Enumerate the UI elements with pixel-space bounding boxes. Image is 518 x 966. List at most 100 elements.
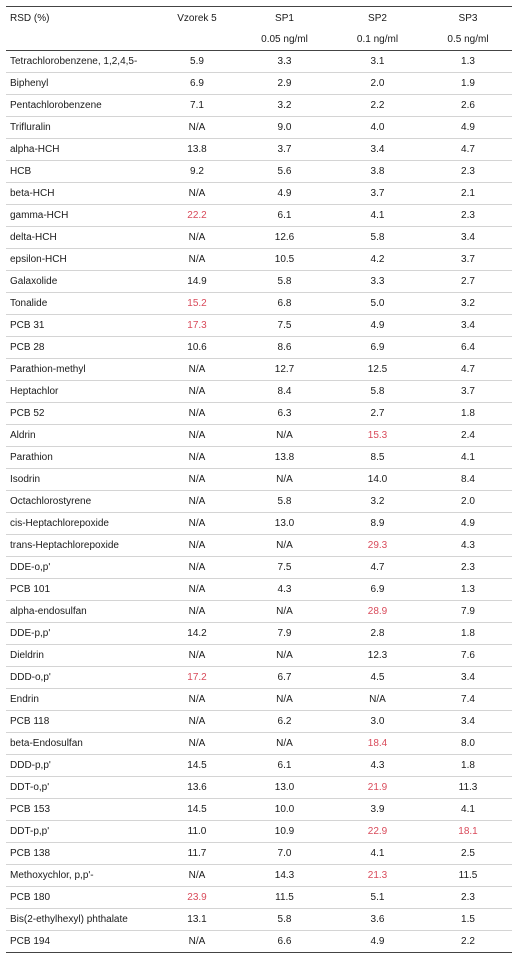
sp1-value: 6.2: [238, 710, 331, 733]
sp3-value: 6.4: [424, 336, 512, 359]
vzorek5-value: 22.2: [156, 204, 238, 227]
vzorek5-value: N/A: [156, 182, 238, 205]
sp2-value: 4.0: [331, 116, 424, 139]
compound-name: alpha-endosulfan: [6, 600, 156, 623]
sp3-value: 4.7: [424, 138, 512, 161]
table-row: DDE-o,p' N/A 7.5 4.7 2.3: [6, 556, 512, 579]
sp3-value: 2.3: [424, 556, 512, 579]
sp1-value: N/A: [238, 600, 331, 623]
vzorek5-value: N/A: [156, 446, 238, 469]
table-row: PCB 101 N/A 4.3 6.9 1.3: [6, 578, 512, 601]
compound-name: beta-Endosulfan: [6, 732, 156, 755]
sp1-value: 3.3: [238, 50, 331, 73]
sp1-value: 5.8: [238, 908, 331, 931]
table-row: Octachlorostyrene N/A 5.8 3.2 2.0: [6, 490, 512, 513]
sp1-value: N/A: [238, 424, 331, 447]
sp1-value: N/A: [238, 468, 331, 491]
sp2-value: 18.4: [331, 732, 424, 755]
sp3-value: 4.1: [424, 446, 512, 469]
vzorek5-value: N/A: [156, 512, 238, 535]
table-row: alpha-endosulfan N/A N/A 28.9 7.9: [6, 600, 512, 623]
sp1-value: N/A: [238, 644, 331, 667]
table-row: beta-HCH N/A 4.9 3.7 2.1: [6, 182, 512, 205]
sp1-value: 9.0: [238, 116, 331, 139]
header-row: RSD (%) Vzorek 5 SP1 SP2 SP3: [6, 6, 512, 29]
sp1-value: 5.8: [238, 270, 331, 293]
sp1-value: 6.1: [238, 204, 331, 227]
compound-name: DDT-o,p': [6, 776, 156, 799]
sp1-value: 7.5: [238, 314, 331, 337]
table-row: Biphenyl 6.9 2.9 2.0 1.9: [6, 72, 512, 95]
sp3-value: 1.8: [424, 402, 512, 425]
table-row: epsilon-HCH N/A 10.5 4.2 3.7: [6, 248, 512, 271]
table-row: Aldrin N/A N/A 15.3 2.4: [6, 424, 512, 447]
table-row: Pentachlorobenzene 7.1 3.2 2.2 2.6: [6, 94, 512, 117]
sp1-value: 4.3: [238, 578, 331, 601]
sp3-value: 3.7: [424, 380, 512, 403]
compound-name: DDT-p,p': [6, 820, 156, 843]
sp3-value: 1.8: [424, 754, 512, 777]
vzorek5-value: N/A: [156, 930, 238, 953]
sp3-value: 2.3: [424, 160, 512, 183]
table-row: alpha-HCH 13.8 3.7 3.4 4.7: [6, 138, 512, 161]
vzorek5-value: N/A: [156, 424, 238, 447]
table-row: Trifluralin N/A 9.0 4.0 4.9: [6, 116, 512, 139]
sp2-value: 2.7: [331, 402, 424, 425]
vzorek5-value: N/A: [156, 600, 238, 623]
sp2-value: 5.8: [331, 226, 424, 249]
sp1-value: 10.5: [238, 248, 331, 271]
vzorek5-value: 17.3: [156, 314, 238, 337]
sp1-value: 14.3: [238, 864, 331, 887]
sp1-value: 4.9: [238, 182, 331, 205]
header-sp3: SP3: [424, 6, 512, 29]
sp3-value: 2.7: [424, 270, 512, 293]
sp2-value: 4.1: [331, 842, 424, 865]
sp1-value: 7.5: [238, 556, 331, 579]
table-row: DDT-o,p' 13.6 13.0 21.9 11.3: [6, 776, 512, 799]
table-row: Galaxolide 14.9 5.8 3.3 2.7: [6, 270, 512, 293]
vzorek5-value: N/A: [156, 226, 238, 249]
vzorek5-value: 15.2: [156, 292, 238, 315]
compound-name: DDD-o,p': [6, 666, 156, 689]
header-rsd: RSD (%): [6, 6, 156, 29]
sp3-value: 1.3: [424, 50, 512, 73]
compound-name: beta-HCH: [6, 182, 156, 205]
vzorek5-value: 13.1: [156, 908, 238, 931]
vzorek5-value: 11.0: [156, 820, 238, 843]
sp1-value: 2.9: [238, 72, 331, 95]
sp1-value: 10.0: [238, 798, 331, 821]
table-row: PCB 138 11.7 7.0 4.1 2.5: [6, 842, 512, 865]
compound-name: Aldrin: [6, 424, 156, 447]
sp1-value: 12.6: [238, 226, 331, 249]
vzorek5-value: N/A: [156, 556, 238, 579]
compound-name: PCB 194: [6, 930, 156, 953]
compound-name: PCB 28: [6, 336, 156, 359]
sp3-value: 1.9: [424, 72, 512, 95]
compound-name: PCB 180: [6, 886, 156, 909]
sp3-value: 1.8: [424, 622, 512, 645]
table-row: Dieldrin N/A N/A 12.3 7.6: [6, 644, 512, 667]
sp2-value: 22.9: [331, 820, 424, 843]
compound-name: PCB 138: [6, 842, 156, 865]
table-row: Methoxychlor, p,p'- N/A 14.3 21.3 11.5: [6, 864, 512, 887]
sp2-value: 6.9: [331, 336, 424, 359]
vzorek5-value: N/A: [156, 402, 238, 425]
rsd-table: RSD (%) Vzorek 5 SP1 SP2 SP3 0.05 ng/ml …: [6, 6, 512, 953]
sp3-value: 4.9: [424, 512, 512, 535]
sp3-value: 11.5: [424, 864, 512, 887]
table-row: PCB 194 N/A 6.6 4.9 2.2: [6, 930, 512, 953]
sp3-value: 18.1: [424, 820, 512, 843]
header-sp2: SP2: [331, 6, 424, 29]
sp2-value: 5.8: [331, 380, 424, 403]
sp2-value: 14.0: [331, 468, 424, 491]
compound-name: PCB 52: [6, 402, 156, 425]
sp3-value: 4.7: [424, 358, 512, 381]
compound-name: epsilon-HCH: [6, 248, 156, 271]
sp2-value: 28.9: [331, 600, 424, 623]
sp1-value: 13.8: [238, 446, 331, 469]
sp3-value: 4.9: [424, 116, 512, 139]
compound-name: Biphenyl: [6, 72, 156, 95]
compound-name: cis-Heptachlorepoxide: [6, 512, 156, 535]
sp1-value: 6.3: [238, 402, 331, 425]
vzorek5-value: N/A: [156, 468, 238, 491]
